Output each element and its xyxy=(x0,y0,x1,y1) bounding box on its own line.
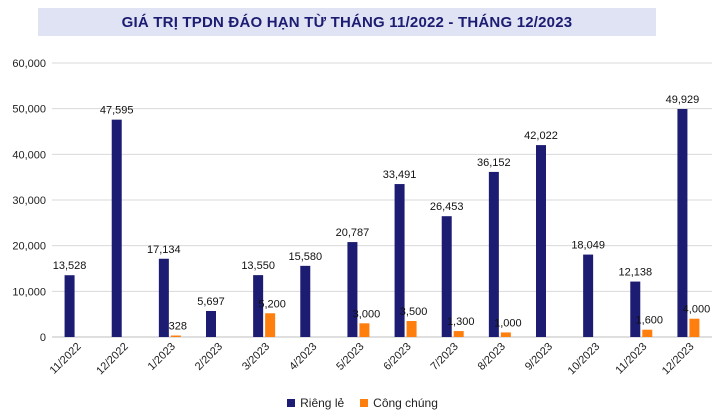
y-tick-label: 10,000 xyxy=(12,286,46,298)
data-label-cong-chung: 1,300 xyxy=(447,316,475,328)
x-tick-label: 12/2023 xyxy=(660,341,697,378)
x-tick-label: 11/2023 xyxy=(613,341,649,377)
bar-cong-chung xyxy=(500,332,511,337)
data-label-rieng-le: 12,138 xyxy=(618,267,652,279)
data-label-cong-chung: 1,600 xyxy=(636,315,664,327)
bar-rieng-le xyxy=(347,242,358,337)
bar-rieng-le xyxy=(64,275,75,337)
data-label-cong-chung: 5,200 xyxy=(258,298,286,310)
data-label-cong-chung: 3,000 xyxy=(353,308,381,320)
bar-rieng-le xyxy=(488,171,499,337)
x-tick-label: 12/2022 xyxy=(94,341,131,378)
data-label-rieng-le: 49,929 xyxy=(666,94,700,106)
chart-title-bar: GIÁ TRỊ TPDN ĐÁO HẠN TỪ THÁNG 11/2022 - … xyxy=(38,8,656,36)
y-tick-label: 20,000 xyxy=(12,241,46,253)
x-tick-label: 2/2023 xyxy=(193,341,225,373)
bar-cong-chung xyxy=(170,335,181,337)
data-label-rieng-le: 36,152 xyxy=(477,157,511,169)
data-label-rieng-le: 18,049 xyxy=(571,240,605,252)
x-tick-label: 3/2023 xyxy=(240,341,272,373)
bar-rieng-le xyxy=(536,145,546,337)
x-tick-label: 7/2023 xyxy=(429,341,461,373)
data-label-rieng-le: 17,134 xyxy=(147,244,181,256)
legend-item-cong-chung: Công chúng xyxy=(360,396,438,410)
bar-cong-chung xyxy=(265,313,276,337)
bar-rieng-le xyxy=(300,265,311,337)
x-tick-label: 1/2023 xyxy=(146,341,178,373)
x-tick-label: 6/2023 xyxy=(381,341,413,373)
x-tick-label: 11/2022 xyxy=(48,341,84,377)
bar-rieng-le xyxy=(394,184,405,337)
bar-cong-chung xyxy=(453,331,464,337)
legend-label-cong-chung: Công chúng xyxy=(373,396,438,410)
data-label-cong-chung: 4,000 xyxy=(683,304,711,316)
chart-title: GIÁ TRỊ TPDN ĐÁO HẠN TỪ THÁNG 11/2022 - … xyxy=(121,13,573,31)
chart-legend: Riêng lẻ Công chúng xyxy=(0,396,725,410)
x-tick-label: 4/2023 xyxy=(287,341,319,373)
y-tick-label: 30,000 xyxy=(12,195,46,207)
data-label-rieng-le: 26,453 xyxy=(430,201,464,213)
legend-item-rieng-le: Riêng lẻ xyxy=(287,396,344,410)
x-tick-label: 5/2023 xyxy=(334,341,366,373)
data-label-rieng-le: 13,528 xyxy=(53,260,87,272)
legend-label-rieng-le: Riêng lẻ xyxy=(300,396,345,410)
data-label-cong-chung: 1,000 xyxy=(494,317,522,329)
x-tick-label: 9/2023 xyxy=(523,341,555,373)
bar-rieng-le xyxy=(253,275,264,337)
legend-swatch-cong-chung xyxy=(360,399,369,407)
data-label-rieng-le: 20,787 xyxy=(336,227,370,239)
data-label-rieng-le: 13,550 xyxy=(241,260,275,272)
y-tick-label: 60,000 xyxy=(12,58,46,70)
bar-cong-chung xyxy=(406,321,417,337)
bar-rieng-le xyxy=(583,254,594,337)
x-tick-label: 10/2023 xyxy=(566,341,603,378)
data-label-rieng-le: 33,491 xyxy=(383,169,417,181)
bar-rieng-le xyxy=(677,108,688,337)
data-label-cong-chung: 3,500 xyxy=(400,306,428,318)
bar-rieng-le xyxy=(158,258,169,337)
bar-cong-chung xyxy=(359,323,370,337)
bar-rieng-le xyxy=(630,281,641,337)
data-label-rieng-le: 15,580 xyxy=(288,251,322,263)
bar-rieng-le xyxy=(206,310,216,337)
y-tick-label: 40,000 xyxy=(12,149,46,161)
bar-rieng-le xyxy=(441,216,452,337)
bar-rieng-le xyxy=(111,119,122,337)
bar-cong-chung xyxy=(642,329,653,337)
y-tick-label: 0 xyxy=(40,332,46,344)
data-label-rieng-le: 47,595 xyxy=(100,105,134,117)
data-label-rieng-le: 5,697 xyxy=(197,296,225,308)
data-label-rieng-le: 42,022 xyxy=(524,130,558,142)
bar-chart: 0 10,000 20,000 30,000 40,000 50,000 60,000 13,… xyxy=(12,58,712,378)
x-tick-label: 8/2023 xyxy=(476,341,508,373)
legend-swatch-rieng-le xyxy=(287,399,296,407)
y-tick-label: 50,000 xyxy=(12,104,46,116)
bar-cong-chung xyxy=(689,318,700,337)
data-label-cong-chung: 328 xyxy=(169,321,187,333)
